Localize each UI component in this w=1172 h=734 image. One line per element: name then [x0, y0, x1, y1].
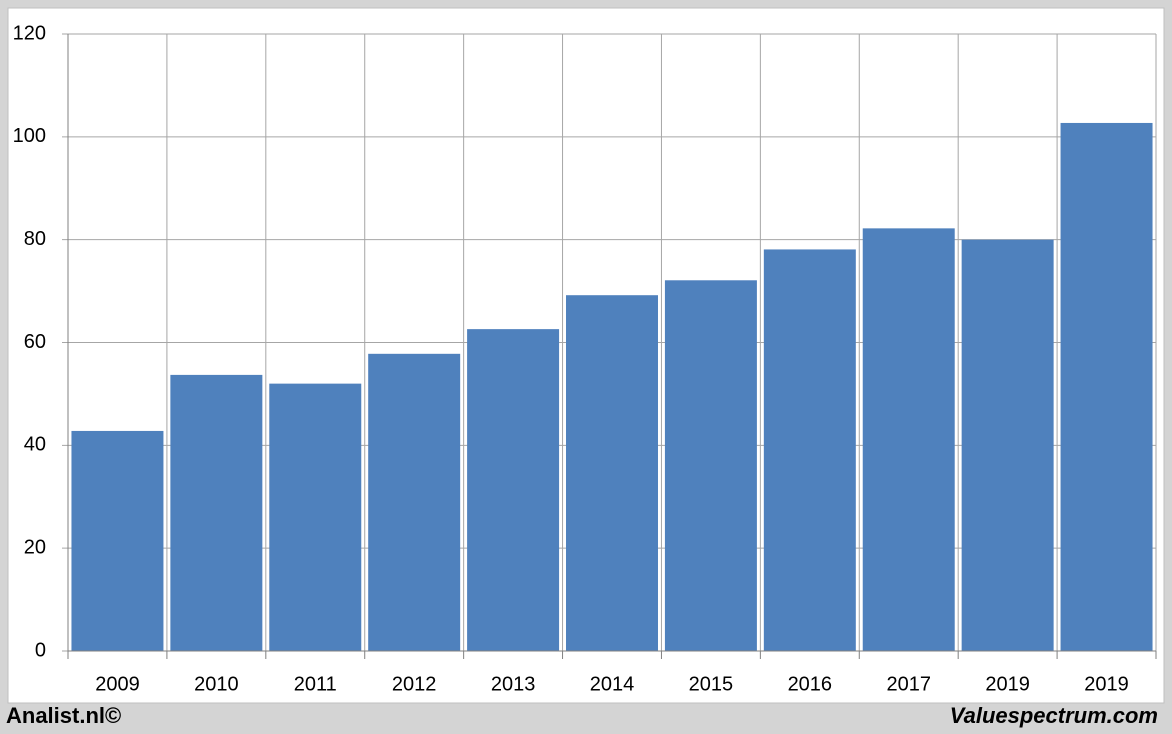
x-tick-label: 2019: [985, 673, 1030, 695]
y-tick-label: 20: [24, 536, 46, 558]
bar: [170, 374, 263, 651]
bar: [71, 430, 164, 651]
y-tick-label: 120: [13, 22, 46, 44]
bar: [368, 353, 461, 651]
x-tick-label: 2019: [1084, 673, 1129, 695]
bar: [862, 228, 955, 652]
bar: [566, 295, 658, 651]
x-tick-label: 2009: [95, 673, 140, 695]
footer-right: Valuespectrum.com: [950, 703, 1158, 728]
x-tick-label: 2011: [294, 673, 337, 695]
y-tick-label: 60: [24, 331, 46, 353]
x-tick-label: 2017: [886, 673, 931, 695]
x-tick-label: 2016: [788, 673, 833, 695]
bar: [1060, 122, 1153, 652]
bar: [467, 329, 560, 651]
x-tick-label: 2014: [590, 673, 635, 695]
x-tick-label: 2010: [194, 673, 239, 695]
bar: [664, 280, 757, 651]
bar: [763, 249, 856, 651]
footer-left: Analist.nl©: [6, 703, 121, 728]
x-tick-label: 2012: [392, 673, 437, 695]
x-tick-label: 2013: [491, 673, 536, 695]
x-tick-label: 2015: [689, 673, 734, 695]
bar: [269, 383, 362, 651]
y-tick-label: 0: [35, 639, 46, 661]
y-tick-label: 40: [24, 434, 46, 456]
y-tick-label: 80: [24, 228, 46, 250]
bar: [961, 239, 1054, 651]
y-tick-label: 100: [13, 125, 46, 147]
